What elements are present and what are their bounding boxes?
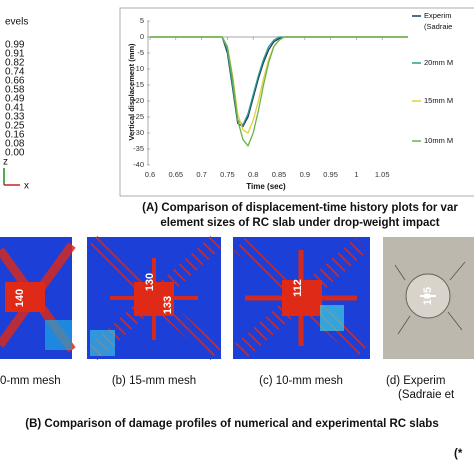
level-label: 0.00 [5,148,25,159]
level-label: 0.25 [5,121,25,132]
image-a [0,237,76,359]
caption: element sizes of RC slab under drop-weig… [160,217,439,229]
image-c [233,237,370,359]
x-axis-label: Time (sec) [246,182,286,191]
level-label: 0.33 [5,112,25,123]
x-tick-label: 1.05 [375,170,390,179]
series-line [150,36,408,148]
x-tick-label: 1 [354,170,358,179]
legend-title: evels [5,17,28,28]
y-tick-label: -15 [133,80,144,89]
x-tick-label: 0.6 [145,170,155,179]
panel-label: (c) 10-mm mesh [259,375,343,387]
x-tick-label: 0.75 [220,170,235,179]
x-tick-label: 0.9 [300,170,310,179]
level-label: 0.66 [5,76,25,87]
y-tick-label: -10 [133,64,144,73]
x-tick-label: 0.8 [248,170,258,179]
legend-note: (Sadraie [424,22,452,31]
series-line [150,36,408,127]
triad-x: x [24,181,29,192]
level-label: 0.74 [5,67,25,78]
legend-label: 15mm M [424,96,453,105]
level-label: 0.99 [5,40,25,51]
y-tick-label: 0 [140,32,144,41]
triad-z: z [3,157,8,168]
image-annotation: 105 [422,287,434,305]
image-d [383,237,474,359]
image-annotation: 130 [144,273,156,291]
x-tick-label: 0.95 [323,170,338,179]
level-label: 0.49 [5,94,25,105]
image-annotation: 133 [162,296,174,314]
y-tick-label: -40 [133,160,144,169]
y-axis-label: Vertical displacement (mm) [127,43,136,141]
caption: (B) Comparison of damage profiles of num… [25,418,438,430]
footnote: (* [454,448,463,460]
y-tick-label: -5 [137,48,144,57]
panel-label: 0-mm mesh [0,375,61,387]
y-tick-label: -25 [133,112,144,121]
image-b [86,236,222,360]
legend-label: Experim [424,11,452,20]
panel-label: (d) Experim [386,375,445,387]
image-annotation: 112 [292,279,304,297]
panel-label: (b) 15-mm mesh [112,375,196,387]
image-annotation: 140 [14,289,26,307]
y-tick-label: -35 [133,144,144,153]
legend-label: 10mm M [424,136,453,145]
level-label: 0.08 [5,139,25,150]
chart-frame [119,7,474,197]
x-tick-label: 0.85 [272,170,287,179]
x-tick-label: 0.7 [196,170,206,179]
level-label: 0.58 [5,85,25,96]
x-tick-label: 0.65 [168,170,183,179]
y-tick-label: -20 [133,96,144,105]
panel-sublabel: (Sadraie et [398,389,455,401]
y-tick-label: -30 [133,128,144,137]
level-label: 0.41 [5,103,25,114]
caption: (A) Comparison of displacement-time hist… [142,202,458,214]
level-label: 0.82 [5,58,25,69]
level-label: 0.16 [5,130,25,141]
legend-label: 20mm M [424,58,453,67]
level-label: 0.91 [5,49,25,60]
y-tick-label: 5 [140,16,144,25]
